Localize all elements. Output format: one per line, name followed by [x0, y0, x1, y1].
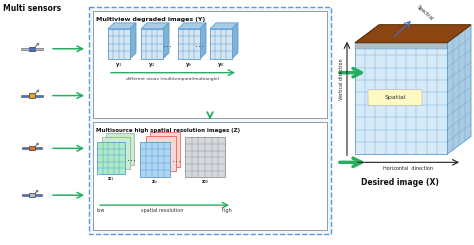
Bar: [35, 147, 42, 149]
Bar: [185, 137, 225, 177]
Bar: [140, 142, 170, 177]
Text: Spatial: Spatial: [384, 95, 406, 100]
Bar: [36, 48, 43, 50]
Text: ...: ...: [164, 39, 173, 49]
Bar: [29, 193, 35, 197]
Text: $\mathbf{y}_2$: $\mathbf{y}_2$: [148, 61, 156, 69]
Text: different views (multitemporal/multiangle): different views (multitemporal/multiangl…: [127, 77, 219, 81]
Polygon shape: [447, 25, 471, 154]
Bar: [97, 142, 125, 174]
Bar: [150, 133, 180, 167]
Text: Multisource high spatial resolution images (Z): Multisource high spatial resolution imag…: [96, 128, 240, 134]
Circle shape: [36, 143, 38, 145]
Text: Multi sensors: Multi sensors: [3, 4, 61, 13]
Bar: [108, 29, 130, 59]
FancyBboxPatch shape: [89, 7, 331, 234]
Bar: [178, 29, 200, 59]
Bar: [29, 146, 35, 150]
Text: $\mathbf{z}_N$: $\mathbf{z}_N$: [201, 178, 209, 186]
Bar: [36, 95, 43, 97]
Polygon shape: [355, 25, 471, 43]
Circle shape: [36, 190, 38, 192]
Polygon shape: [108, 23, 136, 29]
Text: low: low: [97, 208, 105, 213]
Circle shape: [37, 90, 39, 92]
Polygon shape: [355, 25, 471, 43]
Polygon shape: [200, 23, 206, 59]
Bar: [21, 95, 28, 97]
Bar: [22, 147, 29, 149]
Text: $\mathbf{z}_1$: $\mathbf{z}_1$: [108, 175, 115, 183]
Bar: [106, 134, 134, 165]
Text: ...: ...: [128, 153, 137, 163]
Text: Vertical direction: Vertical direction: [339, 58, 345, 99]
Polygon shape: [130, 23, 136, 59]
FancyBboxPatch shape: [93, 11, 327, 119]
Polygon shape: [210, 23, 238, 29]
Text: Desired image (X): Desired image (X): [361, 178, 439, 187]
Polygon shape: [232, 23, 238, 59]
Circle shape: [37, 43, 39, 45]
Polygon shape: [355, 25, 471, 43]
Bar: [28, 47, 36, 51]
Text: Multiview degraded images (Y): Multiview degraded images (Y): [96, 17, 205, 22]
Bar: [102, 137, 130, 169]
Bar: [210, 29, 232, 59]
Text: high: high: [221, 208, 232, 213]
Bar: [355, 43, 447, 154]
Polygon shape: [178, 23, 206, 29]
Text: spatial resolution: spatial resolution: [141, 208, 183, 213]
Text: ...: ...: [173, 154, 182, 164]
Bar: [28, 93, 36, 98]
Polygon shape: [141, 23, 169, 29]
Polygon shape: [355, 43, 447, 49]
Bar: [146, 136, 176, 171]
Text: ...: ...: [195, 39, 204, 49]
FancyBboxPatch shape: [93, 122, 327, 230]
Text: Spectral: Spectral: [416, 4, 435, 22]
Text: $\mathbf{y}_K$: $\mathbf{y}_K$: [217, 61, 225, 69]
Polygon shape: [163, 23, 169, 59]
Text: $\mathbf{y}_1$: $\mathbf{y}_1$: [115, 61, 123, 69]
Bar: [22, 194, 29, 196]
FancyBboxPatch shape: [368, 90, 422, 106]
Text: $\mathbf{z}_n$: $\mathbf{z}_n$: [151, 178, 159, 186]
Text: Horizontal  direction: Horizontal direction: [383, 166, 433, 171]
Bar: [35, 194, 42, 196]
Bar: [21, 48, 28, 50]
Bar: [141, 29, 163, 59]
Text: $\mathbf{y}_k$: $\mathbf{y}_k$: [185, 61, 193, 69]
